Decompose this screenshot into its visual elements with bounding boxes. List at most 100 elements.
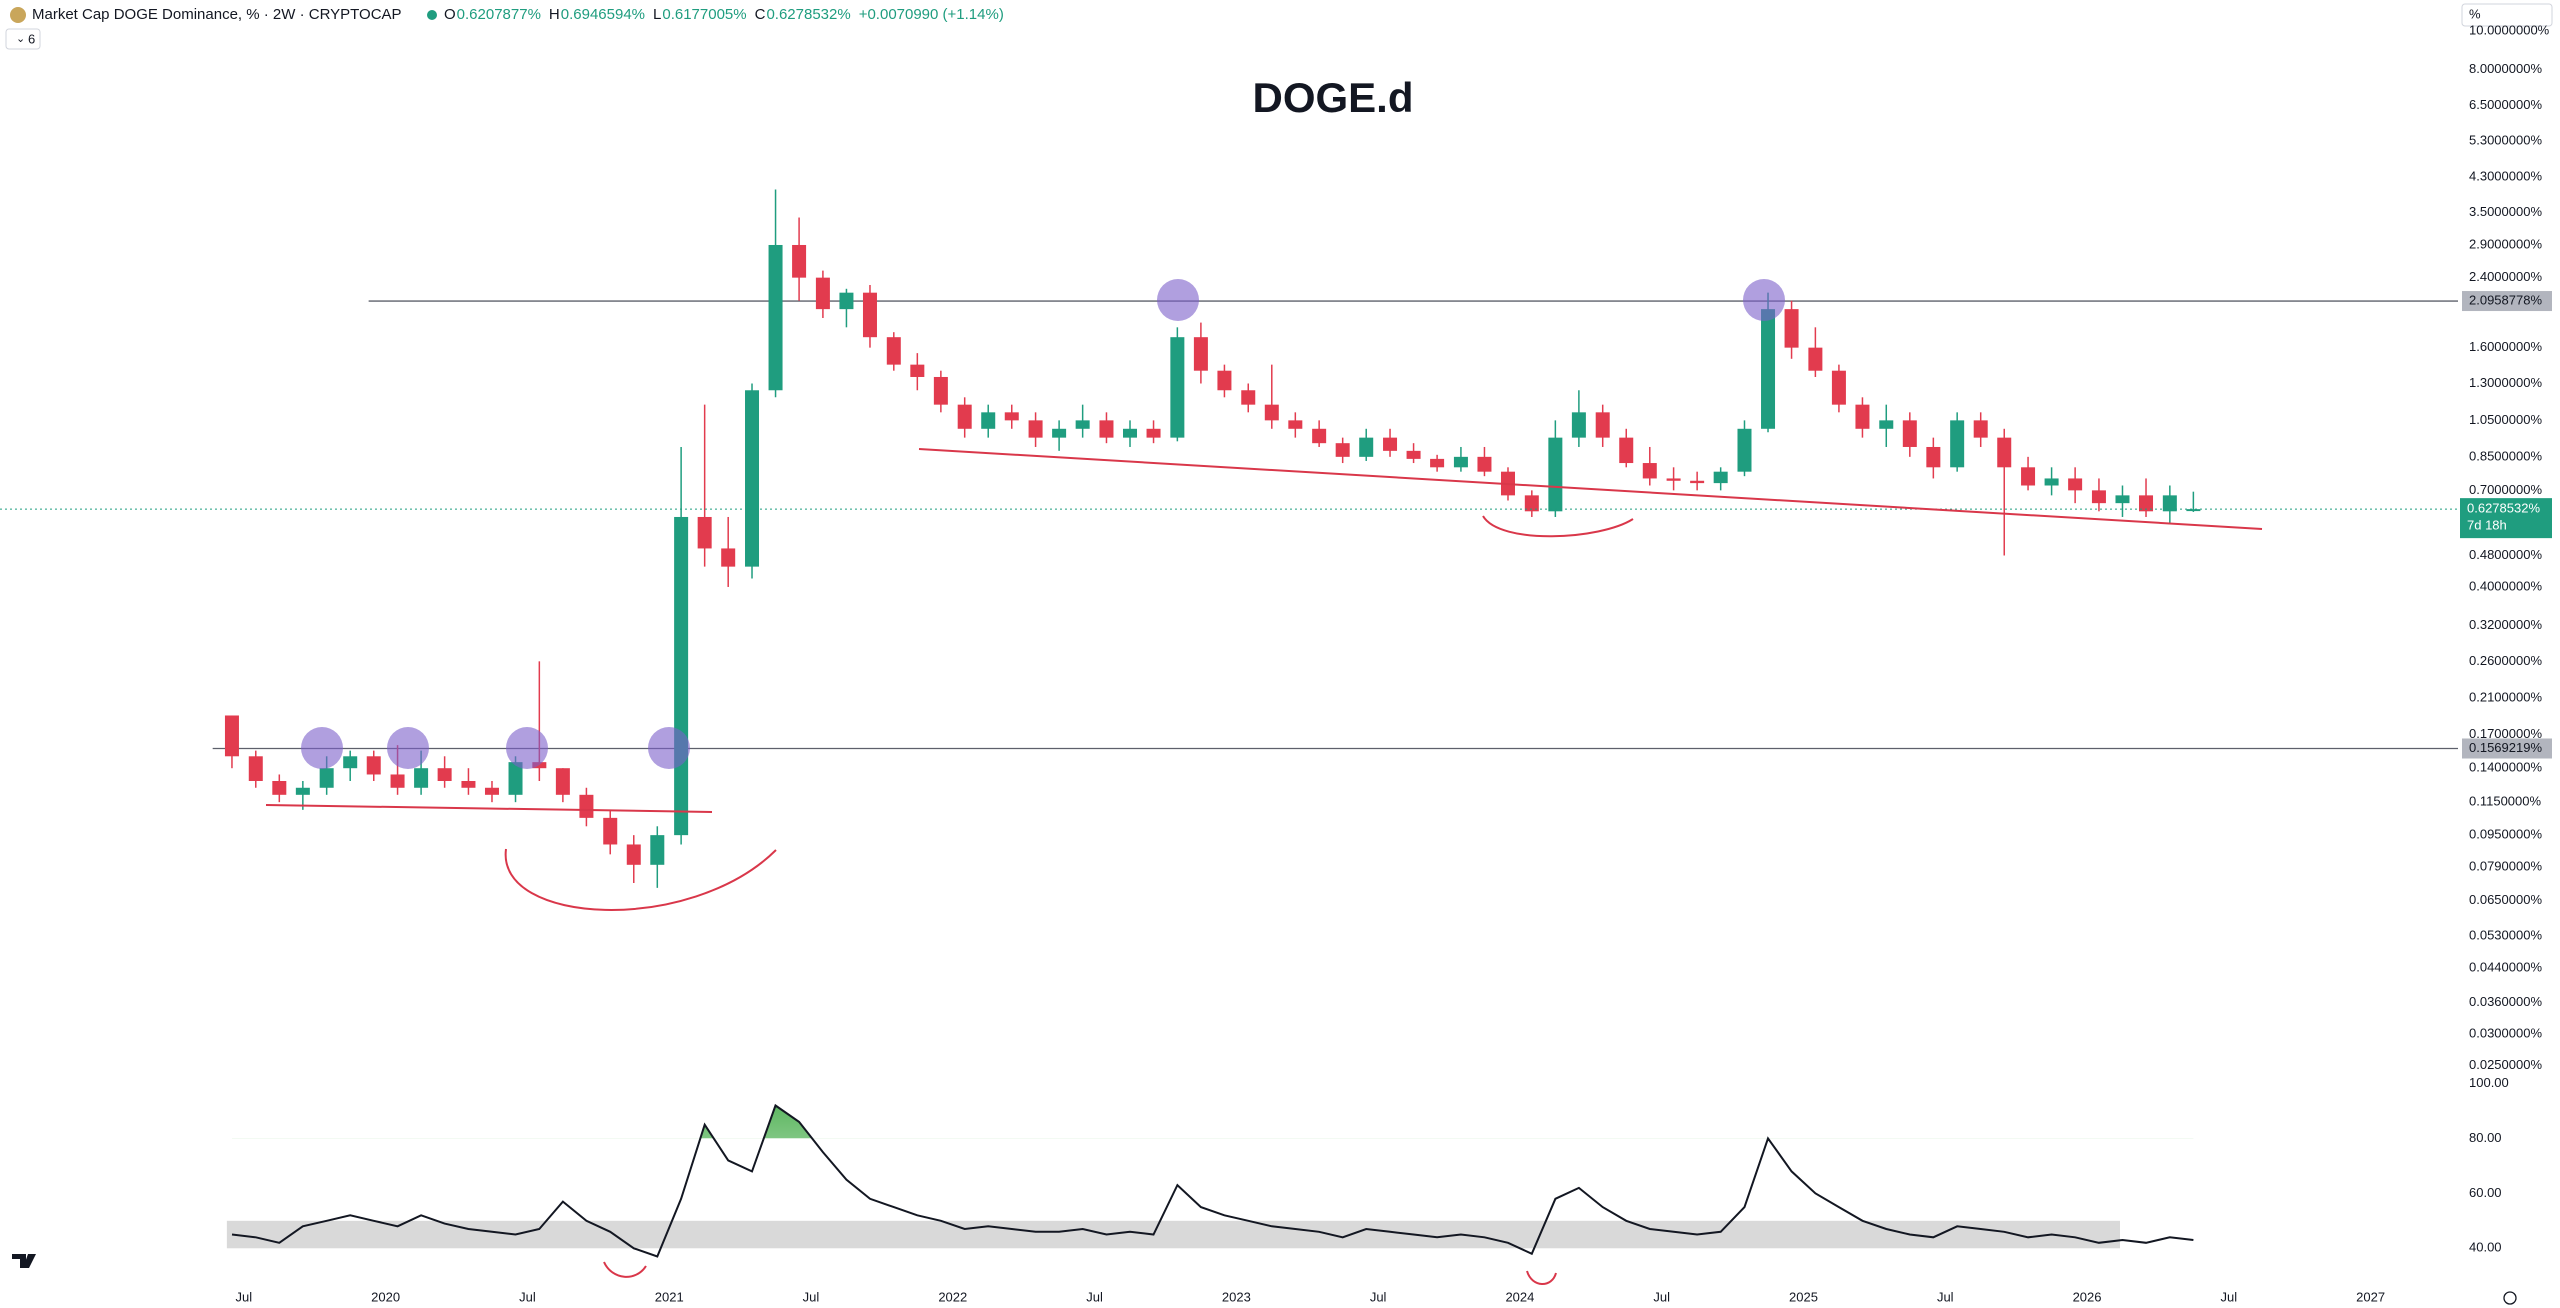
candle-body <box>295 787 310 795</box>
candle-body <box>1099 420 1114 438</box>
x-tick-label: 2023 <box>1222 1289 1251 1304</box>
ohlc-label: L <box>653 6 661 23</box>
indicator-toggle-arrow: ⌄ <box>16 33 25 45</box>
overbought-fill <box>700 1105 1769 1139</box>
candle-body <box>1619 437 1634 464</box>
y-tick-label: 0.1400000% <box>2469 760 2542 775</box>
candle-body <box>248 756 263 781</box>
change-value: +0.0070990 (+1.14%) <box>859 6 1004 23</box>
candle-body <box>224 715 239 757</box>
candle-body <box>1028 420 1043 438</box>
arc-drawing <box>603 1261 647 1278</box>
candle-body <box>1690 480 1705 484</box>
candle-body <box>2162 495 2177 512</box>
candle-body <box>1052 428 1067 438</box>
candle-body <box>626 844 641 865</box>
y-tick-label: 0.0650000% <box>2469 892 2542 907</box>
candle-body <box>886 337 901 365</box>
candle-body <box>1571 412 1586 438</box>
logo-mark <box>12 1254 36 1268</box>
circle-annotation <box>1743 279 1785 321</box>
candle-body <box>1383 437 1398 451</box>
candle-body <box>957 404 972 429</box>
candle-body <box>1217 370 1232 391</box>
candle-body <box>1926 446 1941 468</box>
ohlc-value: 0.6177005% <box>662 6 746 23</box>
candle-body <box>1902 420 1917 447</box>
level-label-box <box>2462 738 2552 759</box>
candle-body <box>815 277 830 310</box>
y-tick-label: 2.4000000% <box>2469 269 2542 284</box>
tradingview-logo <box>12 1254 36 1268</box>
candle-body <box>910 364 925 377</box>
candle-body <box>1950 420 1965 468</box>
candle-body <box>1312 428 1327 444</box>
candle-body <box>1075 420 1090 429</box>
ohlc-value: 0.6278532% <box>766 6 850 23</box>
candle-body <box>1997 437 2012 468</box>
candle-body <box>1855 404 1870 429</box>
candle-body <box>981 412 996 429</box>
candle-body <box>1430 458 1445 468</box>
trendline <box>918 448 2263 530</box>
scale-mode-label: % <box>2469 6 2481 21</box>
candle-body <box>437 768 452 781</box>
ohlc-label: C <box>755 6 766 23</box>
x-tick-label: 2027 <box>2356 1289 2385 1304</box>
candle-body <box>366 756 381 775</box>
candle-body <box>650 835 665 865</box>
candle-body <box>1808 347 1823 371</box>
settings-button[interactable] <box>2503 1291 2517 1305</box>
market-status[interactable] <box>427 10 437 20</box>
candle-body <box>532 762 547 769</box>
candle-body <box>1406 450 1421 459</box>
candle-body <box>1335 443 1350 457</box>
indicator-count: 6 <box>28 31 35 46</box>
y-tick-label: 0.0530000% <box>2469 927 2542 942</box>
x-tick-label: Jul <box>1370 1289 1387 1304</box>
y-tick-label: 0.0250000% <box>2469 1057 2542 1072</box>
candle-body <box>2091 490 2106 504</box>
candle-body <box>1524 495 1539 512</box>
indicator-toggle[interactable] <box>5 28 41 50</box>
candle-body <box>319 768 334 788</box>
candle-body <box>1548 437 1563 512</box>
candle-body <box>2115 495 2130 504</box>
scale-mode-button[interactable] <box>2461 3 2553 27</box>
y-tick-label: 8.0000000% <box>2469 61 2542 76</box>
candle-body <box>414 768 429 788</box>
circle-annotation <box>387 727 429 769</box>
y-tick-label: 0.0440000% <box>2469 959 2542 974</box>
x-tick-label: 2021 <box>655 1289 684 1304</box>
candle-body <box>697 516 712 549</box>
level-label-box <box>2462 291 2552 312</box>
candle-body <box>579 794 594 818</box>
candle-body <box>1761 309 1776 429</box>
arc-drawing <box>1526 1270 1557 1285</box>
y-tick-label: 0.3200000% <box>2469 617 2542 632</box>
candle-body <box>1288 420 1303 429</box>
candle-body <box>1642 463 1657 479</box>
circle-annotation <box>1157 279 1199 321</box>
x-tick-label: Jul <box>1086 1289 1103 1304</box>
x-tick-label: Jul <box>2221 1289 2238 1304</box>
trend-drawings <box>265 448 2263 1285</box>
x-tick-label: Jul <box>1653 1289 1670 1304</box>
candle-body <box>1784 309 1799 348</box>
y-tick-label: 0.2600000% <box>2469 653 2542 668</box>
candle-body <box>745 390 760 567</box>
candle-body <box>1004 412 1019 421</box>
candle-body <box>792 244 807 278</box>
symbol-logo <box>10 7 26 23</box>
candle-body <box>1713 471 1728 484</box>
candle-body <box>1193 337 1208 371</box>
candle-body <box>1359 437 1374 457</box>
candle-body <box>508 762 523 795</box>
y-tick-label: 1.3000000% <box>2469 375 2542 390</box>
y-tick-label: 0.4000000% <box>2469 578 2542 593</box>
y-tick-label: 40.00 <box>2469 1240 2502 1255</box>
trendline <box>265 804 713 813</box>
